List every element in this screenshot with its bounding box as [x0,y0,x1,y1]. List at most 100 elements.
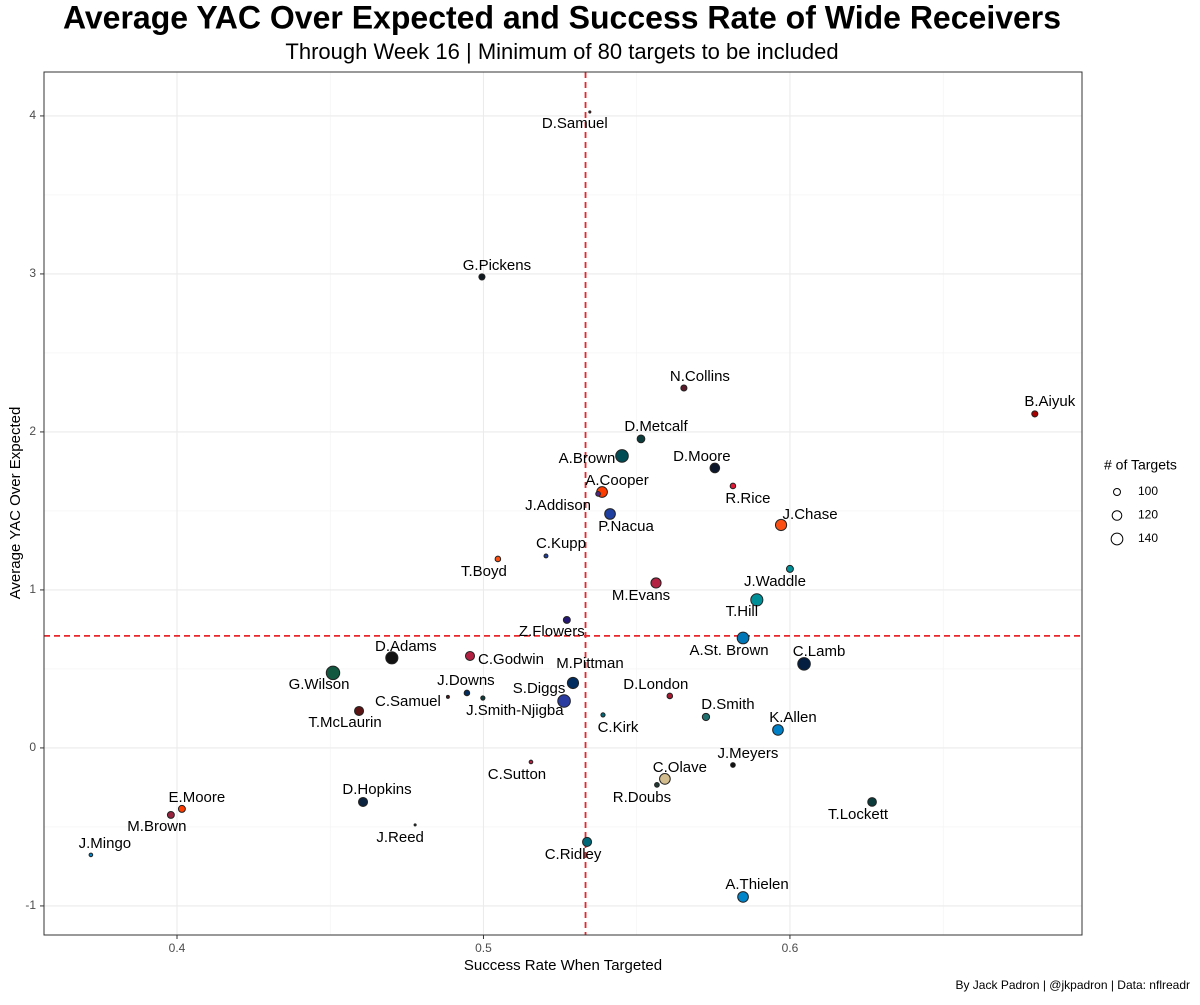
point-label: C.Godwin [478,651,544,668]
point [636,434,646,444]
point-label: C.Ridley [545,846,602,863]
point-label: J.Smith-Njigba [466,702,564,719]
point [595,491,601,497]
point-label: J.Addison [525,497,591,514]
point-label: C.Samuel [375,693,441,710]
legend-symbol [1110,532,1124,546]
point [358,796,369,807]
point [325,665,341,681]
point-label: R.Doubs [613,789,671,806]
chart-subtitle: Through Week 16 | Minimum of 80 targets … [285,39,838,64]
point [615,449,629,463]
legend-symbol [1113,488,1121,496]
point-label: T.Lockett [828,806,889,823]
point-label: R.Rice [725,490,770,507]
point [354,705,365,716]
point [750,593,764,607]
point [588,110,592,114]
point-label: G.Wilson [289,676,350,693]
point-label: A.St. Brown [689,642,768,659]
point-label: J.Reed [376,829,424,846]
x-axis-label: Success Rate When Targeted [464,957,662,974]
point [494,555,502,563]
legend-label: 140 [1138,531,1158,545]
point [582,836,593,847]
chart-title: Average YAC Over Expected and Success Ra… [63,0,1061,35]
point-label: T.Hill [726,603,759,620]
point [88,852,94,858]
point [463,689,471,697]
point [701,712,711,722]
legend-title: # of Targets [1104,457,1177,473]
point [385,651,399,665]
point-label: B.Aiyuk [1024,393,1075,410]
y-tick-label: 3 [29,266,36,280]
point [413,823,417,827]
point-label: C.Kupp [536,535,586,552]
point [604,508,616,520]
point [566,676,580,690]
point-label: D.Hopkins [342,781,411,798]
point [600,712,606,718]
point-label: D.Moore [673,448,731,465]
point [166,810,175,819]
x-tick-label: 0.6 [782,941,799,955]
point [543,553,549,559]
point-label: N.Collins [670,368,730,385]
y-tick-label: -1 [25,898,36,912]
point [557,694,571,708]
point-label: D.London [623,676,688,693]
point-label: J.Chase [783,506,838,523]
point-label: E.Moore [169,789,226,806]
point-label: C.Sutton [488,766,546,783]
plot-border [43,71,1083,936]
point-label: C.Olave [653,759,707,776]
point [528,759,534,765]
caption: By Jack Padron | @jkpadron | Data: nflre… [955,978,1190,992]
point-label: A.Brown [559,450,616,467]
point [464,650,475,661]
point-label: G.Pickens [463,257,531,274]
y-tick-label: 1 [29,582,36,596]
point-label: A.Cooper [585,472,648,489]
y-axis-label: Average YAC Over Expected [7,407,24,600]
point-label: C.Lamb [793,643,846,660]
point [867,797,877,807]
point-label: P.Nacua [598,518,654,535]
point-label: J.Mingo [79,835,132,852]
point-label: A.Thielen [725,876,788,893]
point [666,692,674,700]
point-label: M.Evans [612,587,670,604]
point [785,564,794,573]
point [730,762,736,768]
point-label: M.Brown [127,818,186,835]
x-tick-label: 0.5 [475,941,492,955]
point-label: Z.Flowers [519,623,585,640]
point [562,615,571,624]
x-tick-label: 0.4 [169,941,186,955]
y-tick-label: 0 [29,740,36,754]
point-label: J.Downs [437,672,495,689]
point [774,518,788,532]
point [659,773,671,785]
y-tick-label: 4 [29,108,36,122]
point-label: J.Meyers [718,745,779,762]
point [737,891,749,903]
point-label: C.Kirk [598,719,639,736]
legend-label: 120 [1138,508,1158,522]
legend-symbol [1111,510,1123,521]
point-label: J.Waddle [744,573,806,590]
y-tick-label: 2 [29,424,36,438]
point [729,482,737,490]
point [177,804,186,813]
point [445,694,450,699]
point-label: D.Adams [375,638,437,655]
point-label: D.Samuel [542,115,608,132]
point-label: D.Smith [701,696,754,713]
point-label: M.Pittman [556,655,624,672]
point [1031,410,1039,418]
point [772,724,784,736]
point [680,384,688,392]
